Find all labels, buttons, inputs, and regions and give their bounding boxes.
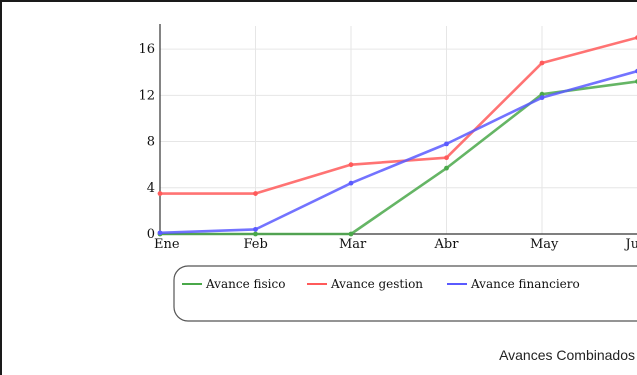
y-tick-label: 16 <box>138 42 155 57</box>
x-tick-label: Mar <box>339 237 367 252</box>
legend-label: Avance fisico <box>205 277 285 291</box>
legend-box <box>173 265 637 322</box>
y-tick-label: 4 <box>147 181 155 196</box>
data-point <box>348 180 354 186</box>
series-line <box>158 36 637 195</box>
data-point <box>444 155 449 161</box>
legend-label: Avance financiero <box>470 277 580 291</box>
data-point <box>157 230 163 236</box>
data-point <box>157 191 163 196</box>
y-tick-label: 8 <box>147 135 155 150</box>
data-point <box>444 141 449 147</box>
grid <box>160 26 637 234</box>
x-tick-label: Feb <box>244 237 268 252</box>
y-tick-label: 0 <box>147 227 155 242</box>
x-tick-label: Abr <box>434 237 460 252</box>
data-point <box>348 162 354 168</box>
data-point <box>253 226 258 232</box>
data-point <box>253 231 258 237</box>
data-point <box>539 60 545 66</box>
series-line <box>158 69 637 235</box>
data-point <box>539 91 545 97</box>
x-tick-label: Jun <box>624 237 637 252</box>
series-line <box>158 80 637 236</box>
data-point <box>253 191 258 196</box>
legend-label: Avance gestion <box>330 277 423 291</box>
chart-title: Avances Combinados <box>499 347 635 363</box>
data-point <box>539 95 545 101</box>
tick-labels: 0 4 8 12 16 Ene Feb Mar Abr May Jun <box>138 42 637 252</box>
data-point <box>444 165 449 171</box>
series-lines <box>157 35 637 237</box>
y-tick-label: 12 <box>138 88 155 103</box>
x-tick-label: Ene <box>154 237 180 252</box>
x-tick-label: May <box>530 237 559 252</box>
legend: Avance fisico Avance gestion Avance financ… <box>173 265 637 322</box>
data-point <box>348 231 354 237</box>
